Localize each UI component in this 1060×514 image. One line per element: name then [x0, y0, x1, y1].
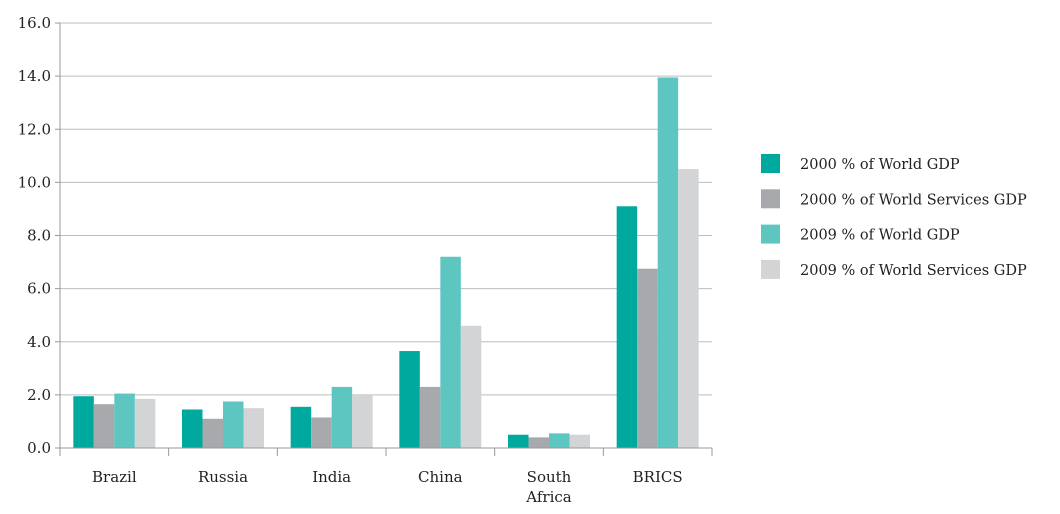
bar-south-africa-series-3 — [549, 433, 570, 448]
y-tick-label: 12.0 — [18, 120, 51, 138]
y-tick-label: 16.0 — [18, 14, 51, 32]
legend-swatch — [761, 189, 780, 209]
y-tick-label: 0.0 — [27, 439, 51, 457]
y-tick-label: 10.0 — [18, 173, 51, 191]
axes — [59, 23, 712, 456]
bar-russia-series-2 — [202, 418, 223, 448]
bar-brics-series-3 — [657, 77, 679, 448]
x-tick-label: China — [418, 468, 463, 486]
legend-label: 2009 % of World Services GDP — [800, 263, 1027, 279]
x-tick-label: BRICS — [633, 468, 683, 486]
y-tick-label: 8.0 — [27, 227, 51, 245]
legend-label: 2000 % of World GDP — [800, 157, 960, 173]
bar-brazil-series-2 — [93, 404, 115, 448]
x-tick-label: India — [312, 468, 351, 486]
bar-russia-series-4 — [243, 408, 264, 448]
bar-russia-series-3 — [223, 401, 244, 448]
bar-china-series-2 — [419, 386, 441, 448]
bar-india-series-4 — [352, 394, 373, 448]
bar-russia-series-1 — [182, 409, 203, 448]
legend: 2000 % of World GDP 2000 % of World Servi… — [761, 154, 1027, 279]
bar-brics-series-4 — [678, 169, 699, 448]
bar-india-series-1 — [290, 406, 312, 448]
bar-brics-series-2 — [637, 268, 658, 448]
bar-south-africa-series-4 — [569, 434, 590, 448]
bar-brazil-series-4 — [134, 398, 156, 448]
bar-south-africa-series-2 — [528, 437, 549, 448]
y-tick-label: 4.0 — [27, 333, 51, 351]
y-axis-ticks: 0.0 2.0 4.0 6.0 8.0 10.0 12.0 14.0 16.0 — [18, 14, 60, 457]
bars — [73, 77, 699, 448]
x-tick-label: Brazil — [92, 468, 137, 486]
legend-swatch — [761, 154, 780, 173]
bar-india-series-2 — [311, 417, 332, 448]
bar-china-series-1 — [399, 351, 420, 448]
legend-swatch — [761, 259, 780, 279]
y-tick-label: 6.0 — [27, 280, 51, 298]
x-tick-label: South — [527, 468, 572, 486]
bar-india-series-3 — [331, 386, 353, 448]
bar-brazil-series-3 — [114, 393, 135, 448]
gridlines — [60, 22, 712, 396]
legend-label: 2009 % of World GDP — [800, 228, 960, 244]
y-tick-label: 2.0 — [27, 386, 51, 404]
x-tick-label: Africa — [525, 488, 571, 506]
bar-china-series-3 — [440, 256, 461, 448]
bar-china-series-4 — [460, 325, 482, 448]
x-axis-ticks: Brazil Russia India China South Africa BRICS — [92, 448, 713, 506]
y-tick-label: 14.0 — [18, 67, 51, 85]
bar-brazil-series-1 — [73, 396, 94, 448]
x-tick-label: Russia — [198, 468, 248, 486]
bar-south-africa-series-1 — [508, 434, 529, 448]
legend-swatch — [761, 224, 780, 244]
legend-label: 2000 % of World Services GDP — [800, 192, 1027, 208]
bar-brics-series-1 — [616, 206, 638, 448]
